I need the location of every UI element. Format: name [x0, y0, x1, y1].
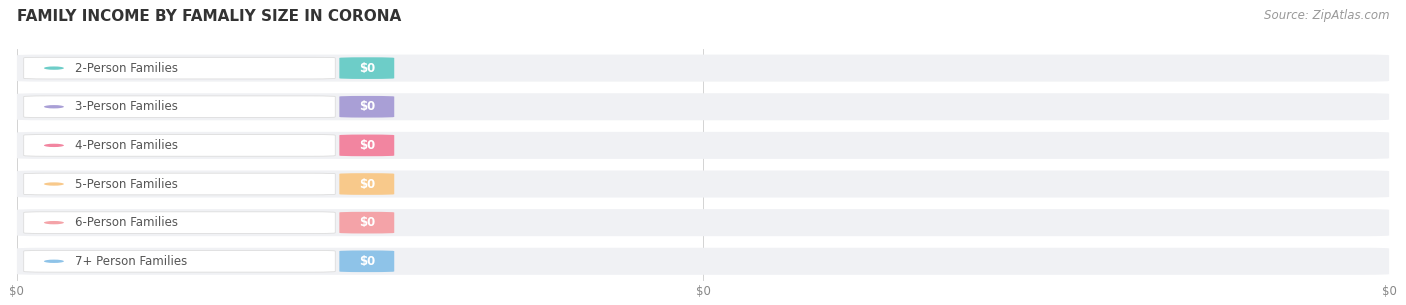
FancyBboxPatch shape — [339, 173, 394, 195]
Ellipse shape — [44, 144, 63, 147]
Text: $0: $0 — [359, 216, 375, 229]
Ellipse shape — [44, 105, 63, 108]
FancyBboxPatch shape — [17, 132, 1389, 159]
Ellipse shape — [44, 66, 63, 70]
Text: $0: $0 — [359, 62, 375, 75]
FancyBboxPatch shape — [24, 96, 335, 117]
FancyBboxPatch shape — [17, 55, 1389, 82]
Text: $0: $0 — [359, 255, 375, 268]
Text: 3-Person Families: 3-Person Families — [75, 100, 177, 113]
FancyBboxPatch shape — [17, 248, 1389, 275]
Ellipse shape — [44, 260, 63, 263]
Text: FAMILY INCOME BY FAMALIY SIZE IN CORONA: FAMILY INCOME BY FAMALIY SIZE IN CORONA — [17, 9, 401, 24]
FancyBboxPatch shape — [17, 209, 1389, 236]
Text: 7+ Person Families: 7+ Person Families — [75, 255, 187, 268]
Ellipse shape — [44, 221, 63, 224]
FancyBboxPatch shape — [24, 250, 335, 272]
Text: $0: $0 — [359, 100, 375, 113]
FancyBboxPatch shape — [339, 57, 394, 79]
FancyBboxPatch shape — [339, 96, 394, 117]
Text: 4-Person Families: 4-Person Families — [75, 139, 179, 152]
FancyBboxPatch shape — [339, 212, 394, 233]
Text: $0: $0 — [359, 178, 375, 191]
FancyBboxPatch shape — [24, 135, 335, 156]
Text: 6-Person Families: 6-Person Families — [75, 216, 179, 229]
Ellipse shape — [44, 182, 63, 186]
FancyBboxPatch shape — [339, 135, 394, 156]
FancyBboxPatch shape — [24, 173, 335, 195]
Text: Source: ZipAtlas.com: Source: ZipAtlas.com — [1264, 9, 1389, 22]
FancyBboxPatch shape — [24, 57, 335, 79]
Text: $0: $0 — [359, 139, 375, 152]
Text: 5-Person Families: 5-Person Families — [75, 178, 177, 191]
Text: 2-Person Families: 2-Person Families — [75, 62, 179, 75]
FancyBboxPatch shape — [17, 170, 1389, 198]
FancyBboxPatch shape — [24, 212, 335, 233]
FancyBboxPatch shape — [339, 250, 394, 272]
FancyBboxPatch shape — [17, 93, 1389, 120]
